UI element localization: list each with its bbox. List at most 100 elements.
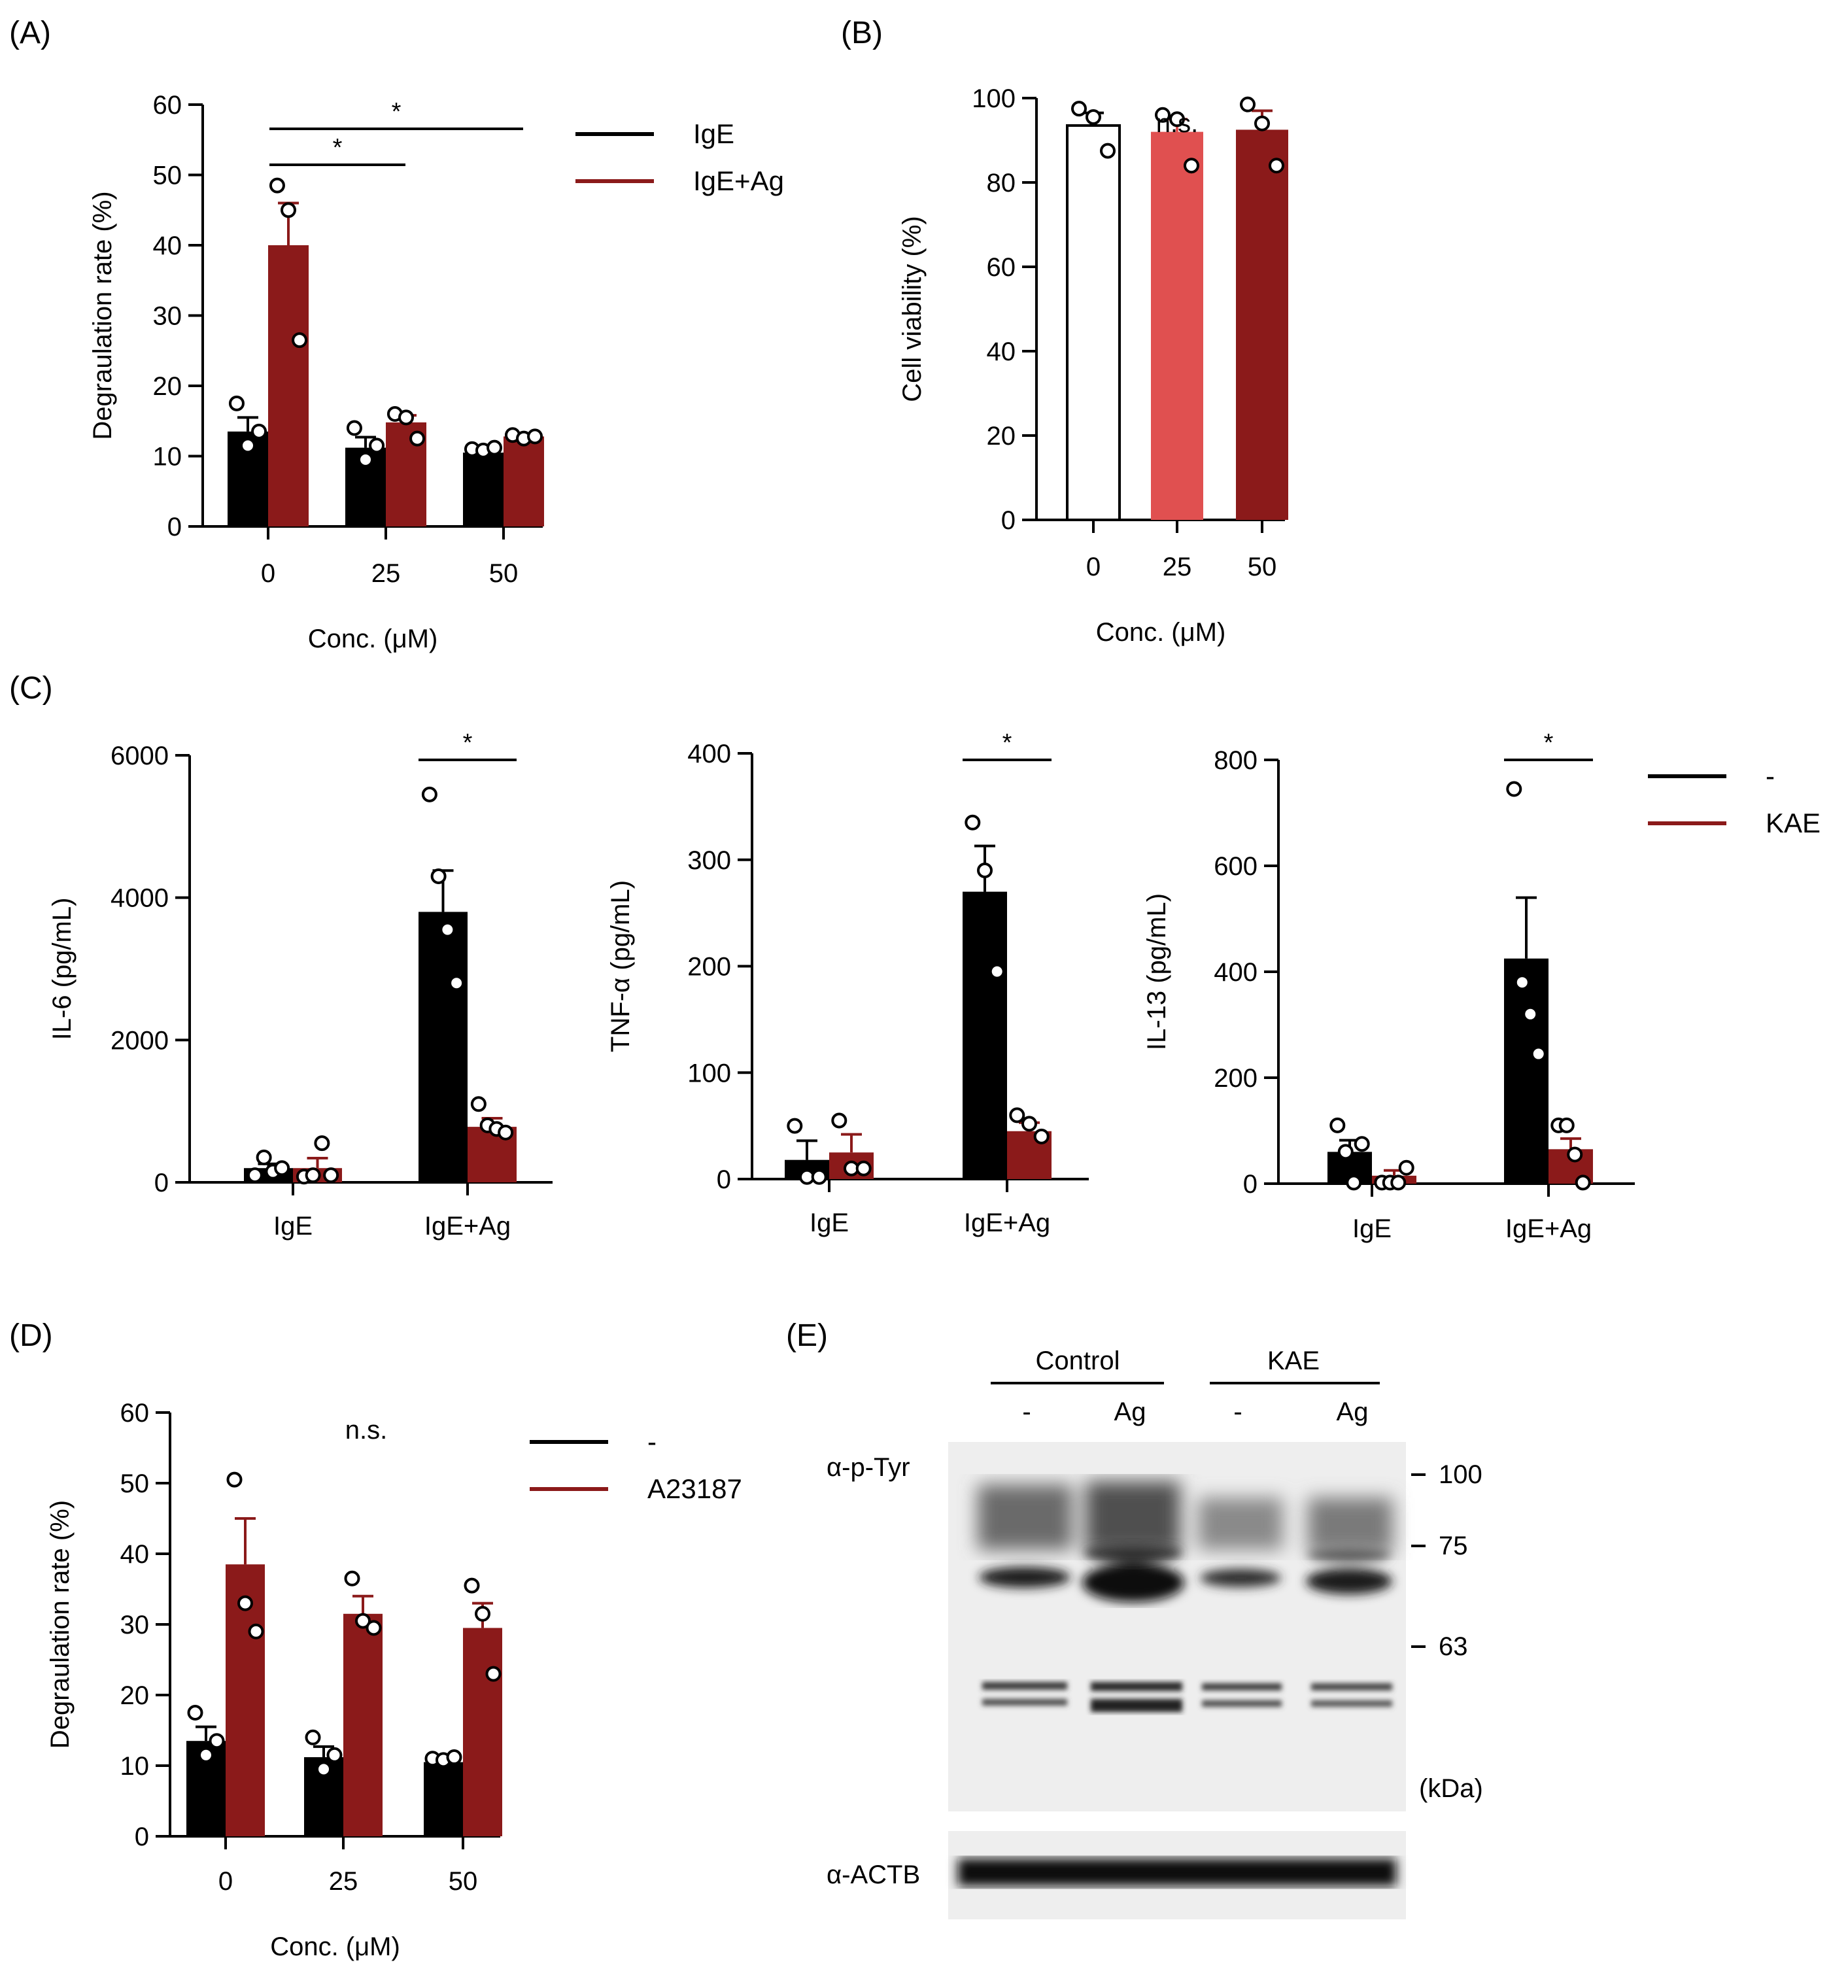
data-point [226, 1471, 243, 1488]
y-axis-label: Degraulation rate (%) [46, 1500, 75, 1749]
x-tick-label: 50 [1248, 553, 1277, 581]
data-point [1346, 1174, 1362, 1191]
chart-tnfa: 0 100 200 300 400 TNF-α (pg/mL) IgE IgE+Ag * [606, 729, 1089, 1237]
data-point [977, 863, 993, 879]
data-point [366, 1620, 382, 1636]
data-point [1329, 1117, 1346, 1133]
data-point [1100, 143, 1116, 159]
x-axis-label: Conc. (μM) [308, 625, 438, 653]
y-tick-label: 300 [687, 846, 731, 875]
x-tick-label: 25 [329, 1867, 358, 1896]
data-point [449, 975, 465, 991]
y-tick-label: 4000 [111, 884, 169, 913]
y-tick-label: 200 [687, 953, 731, 982]
bar [1236, 129, 1288, 520]
y-tick-label: 50 [153, 162, 182, 190]
data-point [527, 428, 543, 445]
data-point [1240, 96, 1256, 112]
y-tick-label: 50 [120, 1469, 150, 1498]
data-point [487, 439, 503, 456]
y-axis-label: IL-6 (pg/mL) [48, 898, 77, 1040]
blot-group-kae: KAE [1267, 1346, 1320, 1375]
marker-63: 63 [1439, 1632, 1468, 1661]
y-tick-label: 60 [153, 91, 182, 120]
annotation-ns: n.s. [345, 1416, 387, 1445]
blot-row-ptyr: α-p-Tyr [827, 1453, 910, 1482]
panel-label-a: (A) [9, 16, 51, 50]
blot-lane-3: - [1233, 1397, 1242, 1426]
data-point [314, 1135, 330, 1152]
data-point [446, 1749, 462, 1766]
bar [504, 436, 544, 526]
x-tick-label: 50 [449, 1867, 478, 1896]
marker-unit: (kDa) [1419, 1774, 1483, 1803]
y-axis-label: Cell viability (%) [898, 216, 927, 402]
legend-label: - [1766, 761, 1775, 791]
panel-label-b: (B) [841, 16, 883, 50]
data-point [1169, 111, 1185, 128]
bar [963, 891, 1007, 1179]
legend-label: IgE [693, 118, 734, 149]
data-point [1506, 781, 1522, 797]
x-tick-label: IgE+Ag [424, 1212, 511, 1241]
x-tick-label: 50 [489, 559, 519, 588]
panel-label-c: (C) [9, 671, 53, 706]
y-axis-label: TNF-α (pg/mL) [606, 880, 635, 1052]
y-axis-label: Degraulation rate (%) [88, 191, 117, 439]
bar [419, 912, 468, 1182]
significance-label: * [1002, 729, 1012, 757]
marker-75: 75 [1439, 1532, 1468, 1560]
x-tick-label: IgE [273, 1212, 313, 1241]
x-tick-label: 0 [218, 1867, 233, 1896]
data-point [855, 1160, 872, 1176]
y-tick-label: 400 [1214, 958, 1258, 987]
y-tick-label: 2000 [111, 1026, 169, 1055]
blot-lane-1: - [1022, 1397, 1031, 1426]
data-point [1354, 1136, 1370, 1152]
legend-label: IgE+Ag [693, 165, 784, 196]
data-point [251, 423, 267, 439]
bar [1504, 958, 1549, 1184]
data-point [305, 1167, 321, 1184]
data-point [355, 1613, 371, 1629]
data-point [965, 814, 981, 831]
y-tick-label: 0 [167, 513, 182, 541]
data-point [1558, 1117, 1575, 1133]
bar [343, 1613, 383, 1836]
x-axis-label: Conc. (μM) [1096, 618, 1226, 647]
blot-actb-image [948, 1831, 1406, 1919]
bar [463, 1628, 502, 1836]
data-point [187, 1705, 203, 1721]
significance-label: * [463, 729, 473, 757]
y-tick-label: 80 [987, 169, 1016, 197]
x-tick-label: 25 [1163, 553, 1192, 581]
data-point [346, 420, 362, 436]
data-point [281, 202, 296, 218]
data-point [1337, 1144, 1354, 1160]
data-point [274, 1160, 290, 1176]
data-point [1155, 107, 1171, 123]
data-point [1184, 158, 1199, 174]
panel-label-d: (D) [9, 1318, 53, 1353]
data-point [240, 437, 256, 454]
data-point [398, 409, 414, 426]
x-tick-label: IgE [810, 1208, 849, 1237]
x-tick-label: IgE+Ag [1505, 1214, 1592, 1243]
y-axis-label: IL-13 (pg/mL) [1142, 893, 1171, 1050]
data-point [1254, 115, 1270, 131]
y-tick-label: 200 [1214, 1064, 1258, 1093]
annotation-ns: n.s. [1156, 109, 1198, 138]
data-point [198, 1747, 214, 1763]
y-tick-label: 800 [1214, 746, 1258, 775]
y-tick-label: 60 [120, 1399, 150, 1428]
x-tick-label: 25 [371, 559, 401, 588]
data-point [1398, 1159, 1414, 1176]
data-point [1390, 1174, 1407, 1191]
data-point [369, 437, 385, 454]
blot-row-actb: α-ACTB [827, 1860, 920, 1889]
significance-label: * [1544, 729, 1554, 757]
data-point [1522, 1006, 1539, 1022]
bar [268, 245, 309, 526]
data-point [237, 1595, 253, 1611]
bar [1066, 124, 1121, 522]
